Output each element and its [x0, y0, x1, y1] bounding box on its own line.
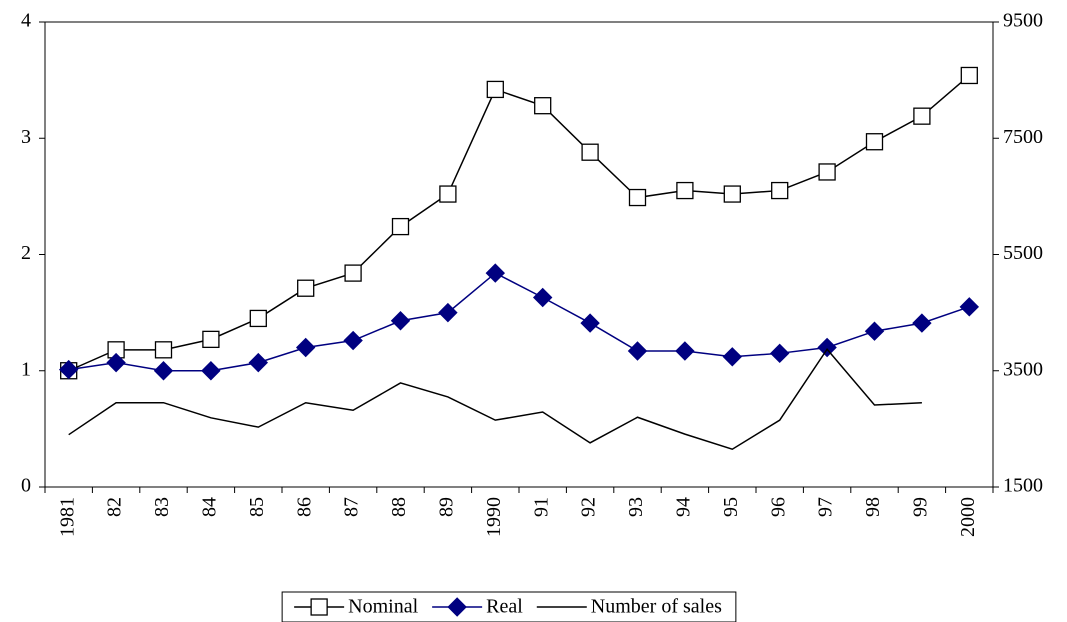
- marker: [627, 341, 648, 361]
- marker: [439, 185, 457, 203]
- x-tick-label: 92: [578, 497, 600, 517]
- marker: [343, 330, 363, 351]
- marker: [865, 133, 884, 151]
- marker: [202, 330, 220, 349]
- x-tick-label: 1981: [56, 497, 78, 537]
- series-line: [68, 348, 922, 451]
- series-line: [68, 272, 970, 372]
- marker: [676, 181, 694, 200]
- marker: [818, 163, 836, 181]
- marker: [532, 287, 553, 308]
- marker: [817, 337, 837, 358]
- x-tick-label: 91: [530, 497, 552, 517]
- marker: [722, 347, 743, 367]
- x-tick-label: 86: [293, 497, 315, 517]
- series: [58, 263, 980, 381]
- marker: [248, 352, 269, 373]
- y-tick-label: 4: [21, 10, 31, 32]
- y2-tick-label: 7500: [1003, 126, 1043, 148]
- x-tick-label: 83: [151, 497, 173, 517]
- marker: [344, 264, 362, 282]
- series: [60, 66, 978, 380]
- marker: [390, 311, 411, 331]
- marker: [310, 598, 328, 616]
- marker: [675, 341, 695, 361]
- marker: [447, 597, 467, 617]
- x-tick-label: 82: [104, 497, 126, 517]
- x-tick-label: 87: [341, 497, 363, 517]
- y2-tick-label: 5500: [1003, 242, 1043, 264]
- marker: [438, 302, 458, 323]
- marker: [486, 80, 504, 99]
- y2-tick-label: 1500: [1003, 475, 1043, 497]
- marker: [723, 185, 741, 203]
- marker: [106, 352, 126, 373]
- y-tick-label: 3: [21, 126, 31, 148]
- marker: [769, 343, 790, 364]
- marker: [628, 188, 647, 207]
- x-tick-label: 97: [815, 497, 837, 517]
- x-tick-label: 85: [246, 497, 268, 517]
- marker: [864, 321, 885, 341]
- marker: [295, 337, 316, 358]
- x-tick-label: 93: [625, 497, 647, 517]
- marker: [580, 313, 600, 333]
- x-tick-label: 95: [720, 497, 742, 517]
- legend: Nominal Real Number of sales: [281, 591, 737, 622]
- y-tick-label: 0: [21, 475, 31, 497]
- legend-item: Real: [432, 596, 523, 618]
- marker: [201, 361, 221, 381]
- marker: [154, 341, 173, 359]
- marker: [913, 107, 931, 125]
- x-tick-label: 1990: [483, 497, 505, 537]
- marker: [485, 263, 506, 283]
- marker: [58, 359, 79, 380]
- marker: [959, 297, 980, 317]
- marker: [391, 217, 410, 236]
- y-tick-label: 1: [21, 358, 31, 380]
- y2-tick-label: 3500: [1003, 358, 1043, 380]
- legend-label: Number of sales: [591, 596, 722, 618]
- x-tick-label: 84: [198, 497, 220, 517]
- y-tick-label: 2: [21, 242, 31, 264]
- x-tick-label: 96: [767, 497, 789, 517]
- series: [68, 348, 922, 451]
- x-tick-label: 2000: [957, 497, 979, 537]
- legend-box: [281, 591, 737, 622]
- legend-item: Nominal: [294, 596, 419, 618]
- marker: [960, 66, 978, 85]
- legend-label: Real: [486, 596, 523, 618]
- legend-label: Nominal: [348, 596, 418, 618]
- marker: [249, 309, 267, 328]
- marker: [534, 97, 552, 115]
- x-tick-label: 88: [388, 497, 410, 517]
- x-tick-label: 98: [862, 497, 884, 517]
- legend-item: Number of sales: [536, 596, 722, 618]
- marker: [771, 181, 789, 200]
- marker: [912, 313, 932, 333]
- series-line: [68, 74, 970, 372]
- x-tick-label: 94: [672, 497, 694, 517]
- y2-tick-label: 9500: [1003, 10, 1043, 32]
- marker: [153, 361, 174, 381]
- marker: [297, 279, 315, 297]
- x-tick-label: 89: [435, 497, 457, 517]
- marker: [581, 143, 599, 161]
- x-tick-label: 99: [909, 497, 931, 517]
